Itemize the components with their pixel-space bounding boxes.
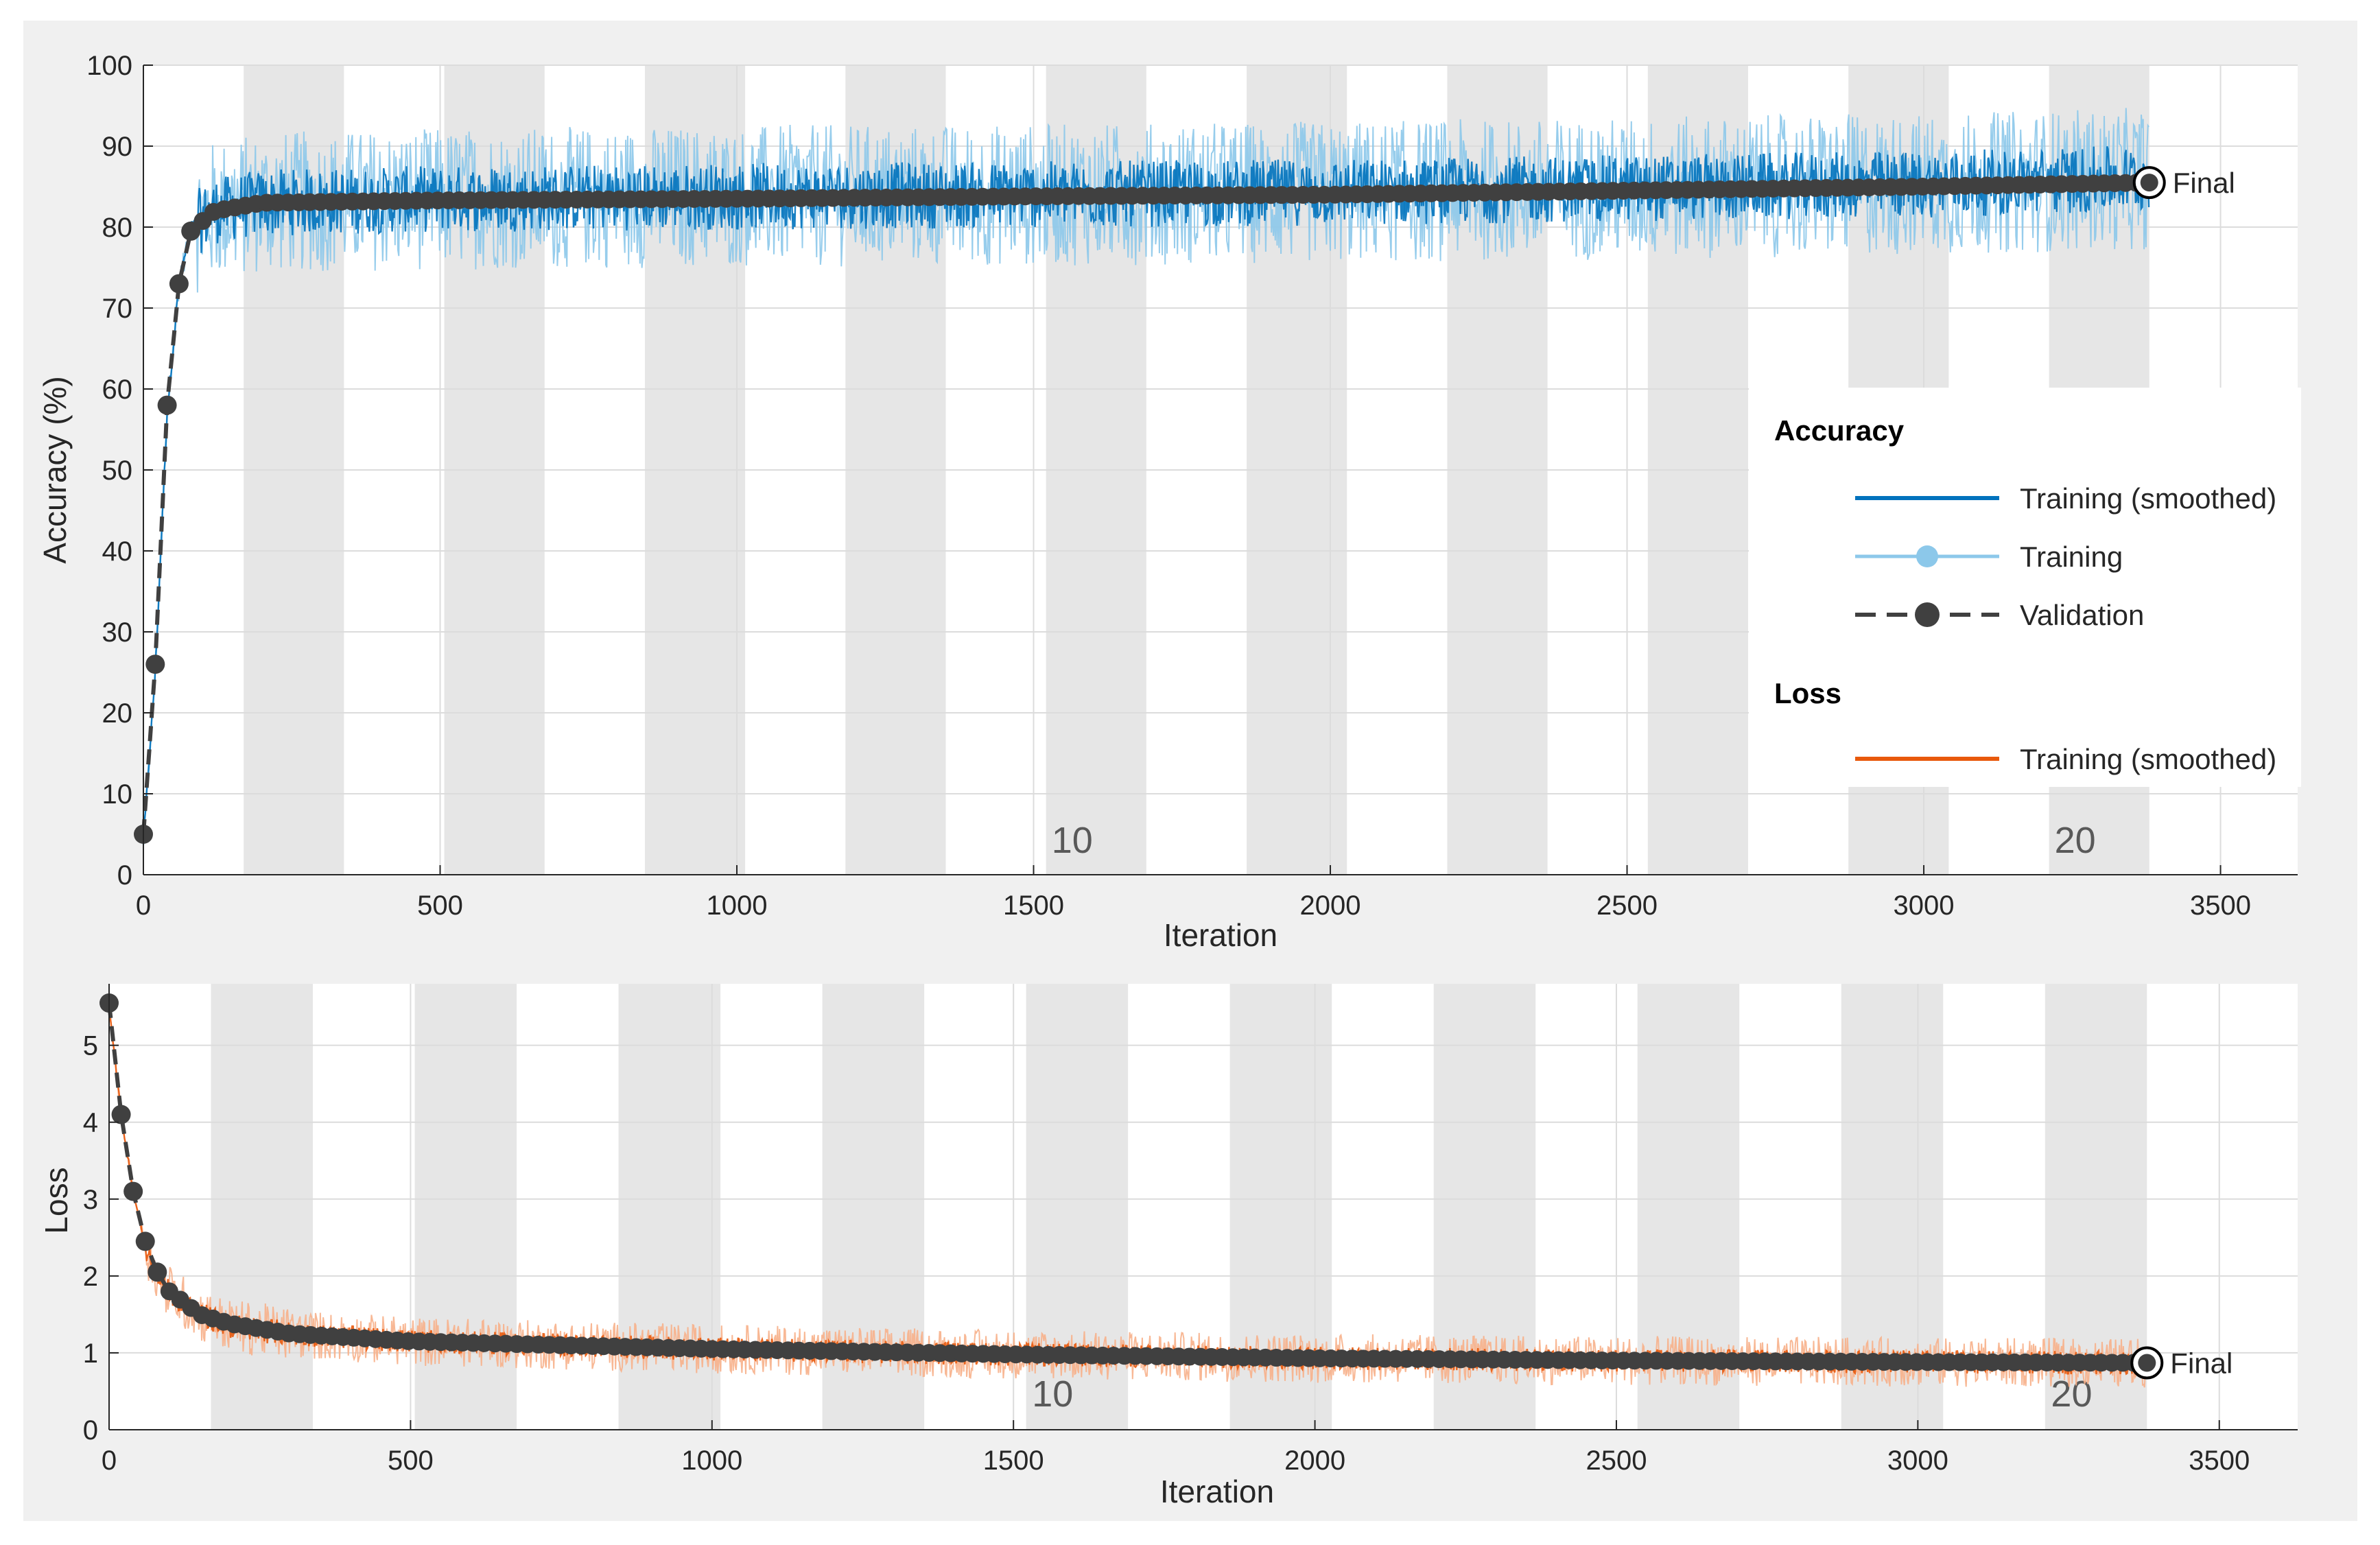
loss-y-tick-label: 0 (83, 1415, 98, 1446)
accuracy-y-label: Accuracy (%) (37, 376, 73, 563)
loss-epoch-label: 10 (1032, 1373, 1073, 1415)
legend-marker-validation (1915, 602, 1940, 627)
acc-y-tick-label: 100 (86, 51, 132, 81)
legend-label-training: Training (2020, 541, 2123, 573)
acc-x-tick-label: 3000 (1894, 891, 1955, 921)
loss-validation-marker (111, 1105, 131, 1124)
acc-x-tick-label: 0 (136, 891, 151, 921)
legend-box (1749, 388, 2301, 787)
acc-x-tick-label: 1500 (1003, 891, 1064, 921)
loss-x-tick-label: 500 (388, 1446, 434, 1476)
acc-y-tick-label: 20 (102, 698, 133, 729)
acc-x-tick-label: 3500 (2190, 891, 2251, 921)
loss-epoch-band (211, 984, 314, 1430)
acc-y-tick-label: 60 (102, 375, 133, 405)
loss-final-label: Final (2170, 1347, 2232, 1380)
acc-x-tick-label: 2500 (1597, 891, 1658, 921)
accuracy-x-label: Iteration (1164, 917, 1277, 953)
loss-epoch-band (618, 984, 721, 1430)
loss-y-tick-label: 4 (83, 1108, 98, 1138)
loss-y-tick-label: 1 (83, 1338, 98, 1369)
acc-y-tick-label: 0 (117, 860, 132, 891)
acc-epoch-label: 10 (1052, 820, 1093, 861)
acc-final-label: Final (2173, 167, 2235, 199)
loss-y-label: Loss (38, 1167, 74, 1234)
loss-x-label: Iteration (1160, 1474, 1274, 1509)
loss-x-tick-label: 2500 (1586, 1446, 1647, 1476)
loss-x-tick-label: 2000 (1284, 1446, 1345, 1476)
acc-y-tick-label: 70 (102, 294, 133, 324)
acc-validation-marker (145, 654, 165, 674)
loss-validation-marker (148, 1262, 167, 1282)
acc-y-tick-label: 90 (102, 132, 133, 162)
loss-axes[interactable]: 10 20 Final 0 500 1000 1500 2000 2500 3000 35000… (38, 984, 2298, 1509)
acc-x-tick-label: 2000 (1300, 891, 1361, 921)
acc-y-tick-label: 30 (102, 617, 133, 648)
legend-label-training-smoothed: Training (smoothed) (2020, 482, 2276, 515)
legend-heading-loss: Loss (1774, 677, 1841, 709)
acc-y-tick-label: 50 (102, 456, 133, 486)
acc-validation-marker (157, 395, 177, 415)
loss-y-tick-label: 3 (83, 1185, 98, 1215)
acc-validation-marker (169, 274, 189, 294)
loss-x-tick-label: 3000 (1887, 1446, 1948, 1476)
loss-x-tick-label: 1000 (681, 1446, 742, 1476)
legend-heading-accuracy: Accuracy (1774, 414, 1905, 447)
loss-final-marker-dot (2138, 1354, 2156, 1372)
legend-marker-training (1916, 545, 1938, 567)
training-progress-figure: 10 20 Final 0 500 1000 1500 2000 2500 3000 3500 0… (23, 21, 2357, 1521)
loss-y-tick-label: 5 (83, 1031, 98, 1061)
loss-x-tick-label: 3500 (2189, 1446, 2250, 1476)
accuracy-axes[interactable]: 10 20 Final 0 500 1000 1500 2000 2500 3000 3500 0… (37, 51, 2301, 953)
loss-y-tick-label: 2 (83, 1262, 98, 1292)
acc-y-tick-label: 80 (102, 213, 133, 243)
acc-x-tick-label: 1000 (707, 891, 768, 921)
acc-final-marker-dot (2140, 174, 2158, 192)
training-progress-charts: 10 20 Final 0 500 1000 1500 2000 2500 3000 35000… (37, 51, 2301, 1509)
loss-validation-marker (123, 1181, 143, 1201)
acc-y-tick-label: 10 (102, 779, 133, 810)
acc-epoch-label: 20 (2055, 820, 2096, 861)
loss-x-tick-label: 0 (102, 1446, 117, 1476)
legend-label-loss-training-smoothed: Training (smoothed) (2020, 743, 2276, 775)
loss-validation-marker (135, 1231, 155, 1251)
legend: Accuracy Training (smoothed) Training Va… (1749, 388, 2301, 787)
loss-x-tick-label: 1500 (983, 1446, 1044, 1476)
legend-label-validation: Validation (2020, 599, 2144, 631)
acc-x-tick-label: 500 (417, 891, 463, 921)
acc-y-tick-label: 40 (102, 536, 133, 567)
